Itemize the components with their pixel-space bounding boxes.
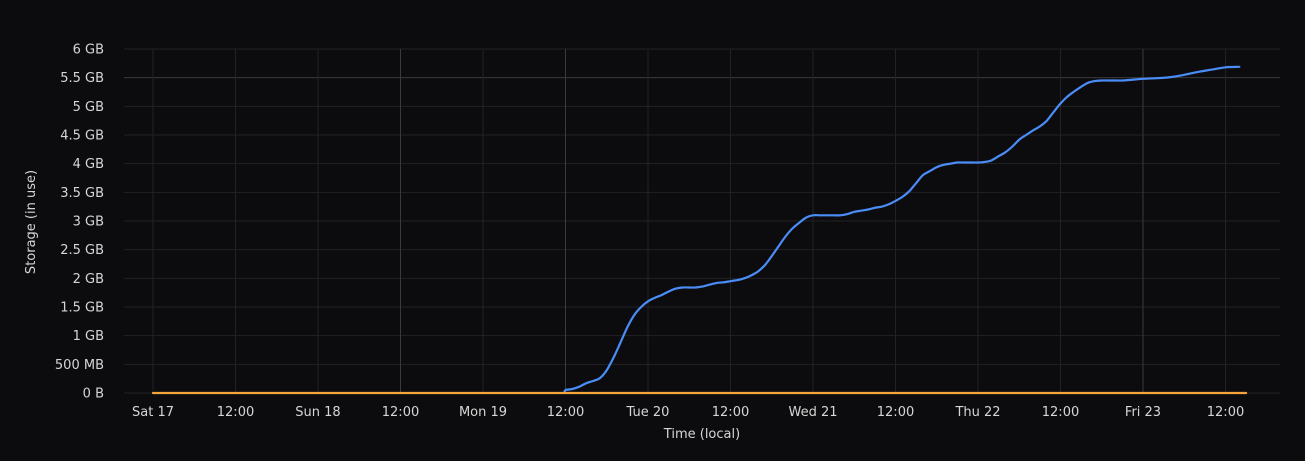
x-axis-title: Time (local)	[663, 427, 740, 442]
x-tick-label: Sat 17	[132, 405, 174, 420]
y-tick-label: 5 GB	[73, 100, 104, 115]
y-tick-label: 2 GB	[73, 272, 104, 287]
y-tick-label: 500 MB	[55, 358, 104, 373]
x-tick-label: 12:00	[382, 405, 419, 420]
x-tick-label: 12:00	[1207, 405, 1244, 420]
x-tick-label: 12:00	[877, 405, 914, 420]
x-tick-label: 12:00	[547, 405, 584, 420]
x-axis-ticks: Sat 17 12:00 Sun 18 12:00 Mon 19 12:00 Tue 20 1…	[132, 405, 1244, 420]
y-tick-label: 4 GB	[73, 157, 104, 172]
y-tick-label: 3 GB	[73, 215, 104, 230]
x-tick-label: Wed 21	[788, 405, 837, 420]
y-axis-title: Storage (in use)	[24, 170, 39, 274]
y-tick-label: 6 GB	[73, 43, 104, 58]
grid-lines	[124, 48, 1280, 394]
y-tick-label: 1.5 GB	[60, 301, 104, 316]
x-tick-label: 12:00	[712, 405, 749, 420]
y-tick-label: 2.5 GB	[60, 243, 104, 258]
x-tick-label: Mon 19	[459, 405, 507, 420]
y-tick-label: 3.5 GB	[60, 186, 104, 201]
y-tick-label: 1 GB	[73, 329, 104, 344]
x-tick-label: 12:00	[217, 405, 254, 420]
x-tick-label: 12:00	[1042, 405, 1079, 420]
y-tick-label: 5.5 GB	[60, 71, 104, 86]
x-tick-label: Fri 23	[1125, 405, 1161, 420]
series-lines	[151, 65, 1248, 395]
x-tick-label: Sun 18	[295, 405, 340, 420]
series-line-1	[563, 65, 1241, 395]
y-tick-label: 4.5 GB	[60, 129, 104, 144]
y-axis-ticks: 0 B 500 MB 1 GB 1.5 GB 2 GB 2.5 GB 3 GB 3.5 GB 4…	[55, 43, 104, 402]
x-tick-label: Tue 20	[626, 405, 670, 420]
x-tick-label: Thu 22	[954, 405, 1000, 420]
y-tick-label: 0 B	[83, 387, 104, 402]
